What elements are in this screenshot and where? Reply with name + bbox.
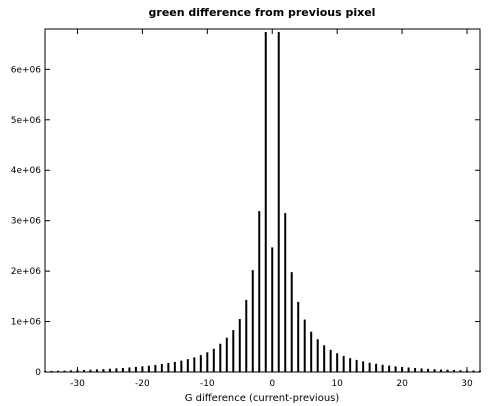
y-tick-labels: 0 1e+06 2e+06 3e+06 4e+06 5e+06 6e+06 <box>11 65 42 378</box>
x-tick-label: 10 <box>331 379 343 389</box>
y-tick-label: 4e+06 <box>11 166 42 176</box>
y-tick-label: 2e+06 <box>11 267 42 277</box>
y-tick-label: 6e+06 <box>11 65 42 75</box>
axis-ticks <box>45 29 480 373</box>
x-tick-labels: -30 -20 -10 0 10 20 30 <box>70 379 473 389</box>
x-tick-label: 0 <box>269 379 275 389</box>
x-axis-label: G difference (current-previous) <box>185 393 340 404</box>
x-tick-label: -30 <box>70 379 85 389</box>
chart-title: green difference from previous pixel <box>149 6 376 19</box>
y-tick-label: 5e+06 <box>11 116 42 126</box>
x-tick-label: -20 <box>135 379 150 389</box>
x-tick-label: -10 <box>200 379 215 389</box>
y-tick-label: 0 <box>35 368 41 378</box>
y-tick-label: 3e+06 <box>11 217 42 227</box>
plot-frame <box>44 28 481 373</box>
x-tick-label: 20 <box>396 379 408 389</box>
y-tick-label: 1e+06 <box>11 318 42 328</box>
bars-group <box>44 32 481 372</box>
x-tick-label: 30 <box>461 379 473 389</box>
